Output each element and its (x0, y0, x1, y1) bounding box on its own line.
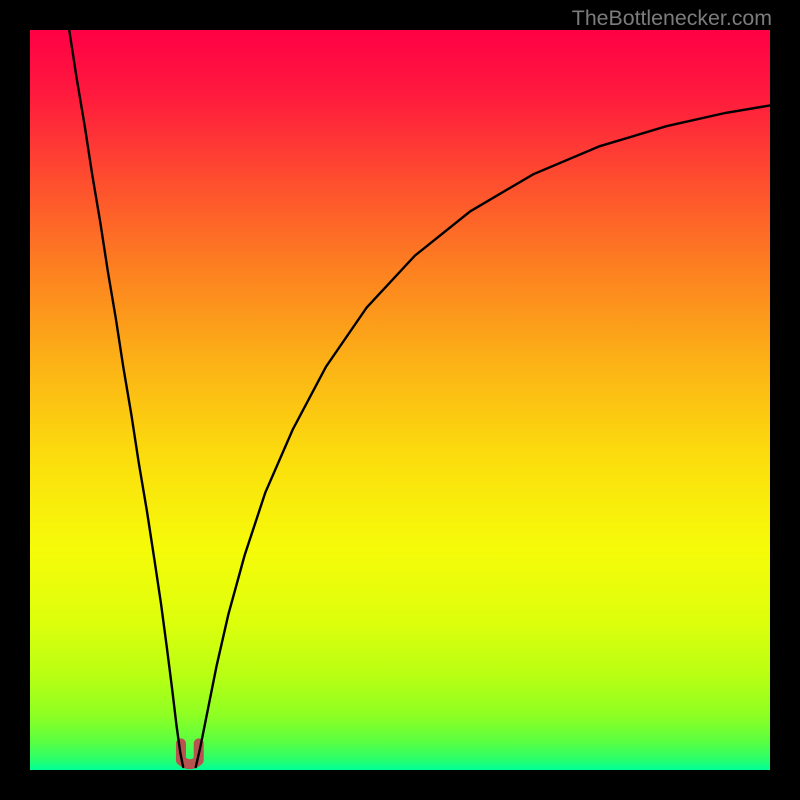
chart-gradient-background (30, 30, 770, 770)
bottleneck-chart (0, 0, 800, 800)
figure-root: TheBottlenecker.com (0, 0, 800, 800)
watermark-text: TheBottlenecker.com (572, 6, 772, 31)
